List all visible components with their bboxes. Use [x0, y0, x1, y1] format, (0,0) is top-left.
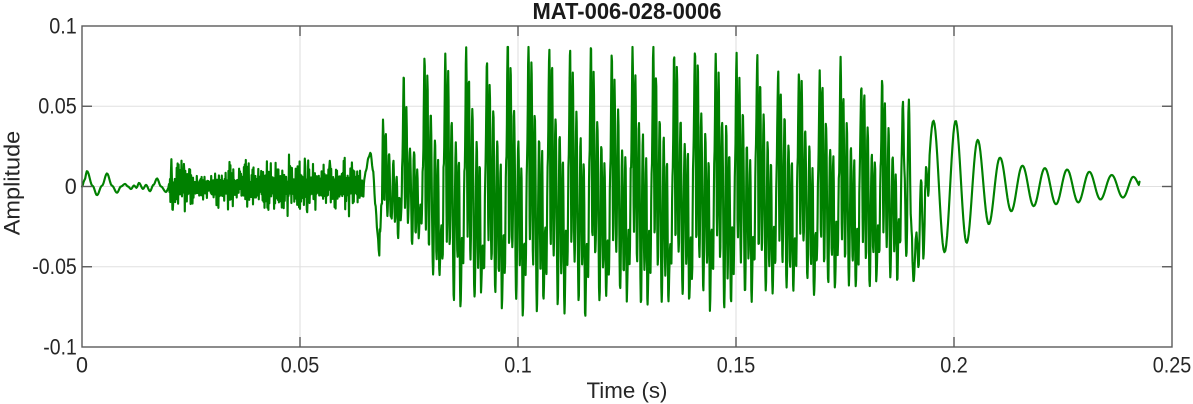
svg-text:0.1: 0.1 — [49, 13, 77, 38]
svg-text:-0.05: -0.05 — [32, 254, 77, 279]
svg-text:0.25: 0.25 — [1153, 352, 1192, 377]
svg-text:Amplitude: Amplitude — [0, 131, 25, 236]
svg-text:0.2: 0.2 — [940, 352, 968, 377]
svg-text:0.05: 0.05 — [38, 94, 77, 119]
svg-text:0.05: 0.05 — [281, 352, 320, 377]
svg-text:Time (s): Time (s) — [587, 378, 668, 403]
svg-text:MAT-006-028-0006: MAT-006-028-0006 — [533, 0, 722, 24]
svg-text:-0.1: -0.1 — [43, 334, 77, 359]
svg-text:0: 0 — [76, 352, 88, 377]
svg-text:0: 0 — [65, 174, 77, 199]
svg-text:0.1: 0.1 — [504, 352, 532, 377]
svg-text:0.15: 0.15 — [717, 352, 756, 377]
